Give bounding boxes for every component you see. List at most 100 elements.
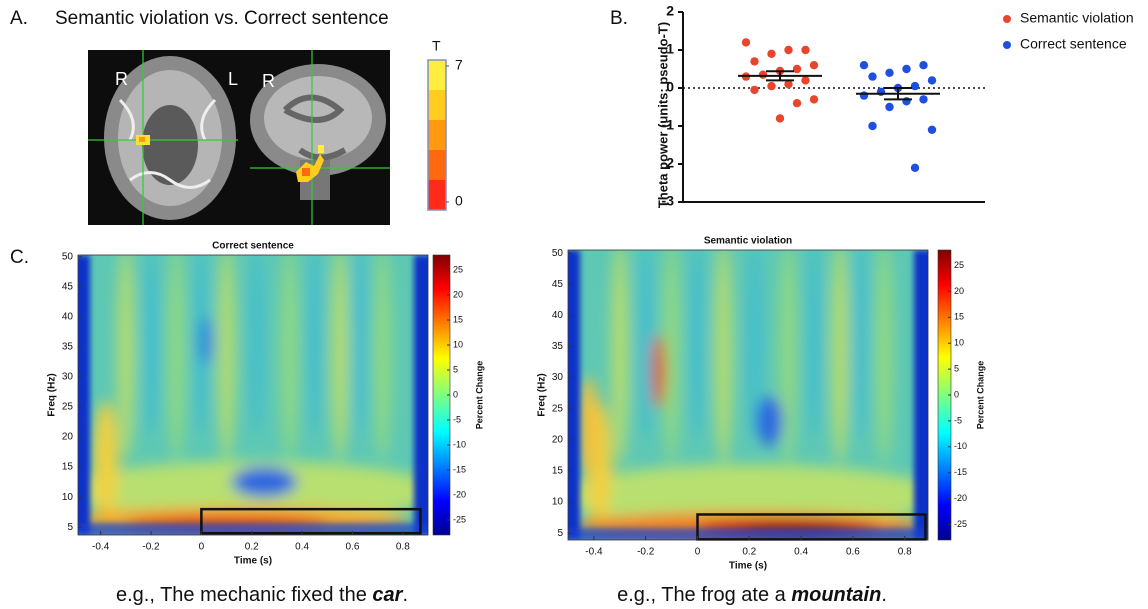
heatmap-blob — [117, 255, 135, 462]
heatmap-blob — [143, 255, 159, 438]
heatmap-blob — [198, 316, 214, 365]
heatmap-blob — [307, 255, 323, 438]
plot-frame — [77, 254, 429, 536]
colorbar-tick-label: 0 — [455, 193, 463, 209]
colorbar-step — [428, 150, 446, 180]
caption-part: mountain — [791, 584, 881, 606]
colorbar-tick-label: 0 — [453, 389, 458, 399]
colorbar-tick-label: 20 — [453, 289, 463, 299]
colorbar-step — [428, 60, 446, 90]
data-point — [750, 85, 759, 95]
colorbar-tick-label: 5 — [453, 364, 458, 374]
y-tick-label: 30 — [552, 372, 564, 383]
data-point — [750, 57, 759, 66]
x-tick-label: 0.4 — [295, 542, 309, 553]
data-point — [792, 99, 802, 108]
data-point — [876, 87, 886, 97]
heatmap-blob — [249, 255, 265, 438]
x-tick-label: 0.8 — [396, 542, 410, 553]
analysis-window — [200, 507, 422, 535]
heatmap-blob — [652, 334, 666, 409]
y-tick-label: -3 — [662, 193, 675, 209]
data-point — [859, 60, 869, 70]
heatmap-blob — [852, 250, 869, 440]
panel-label: C. — [10, 247, 29, 268]
heatmap-blob — [757, 396, 783, 447]
x-tick-label: -0.2 — [637, 547, 655, 558]
colorbar-tick-label: -5 — [453, 414, 461, 424]
y-tick-label: 40 — [552, 310, 564, 321]
heatmap-blob — [830, 250, 850, 465]
heatmap-blob — [217, 255, 236, 462]
colorbar-tick-label: -25 — [453, 514, 466, 524]
colorbar-tick-label: 25 — [453, 264, 463, 274]
data-point — [902, 64, 911, 74]
panel-label: B. — [610, 8, 628, 29]
y-tick-label: 10 — [62, 492, 74, 503]
analysis-window — [696, 513, 927, 541]
heatmap-edge — [414, 255, 428, 535]
colorbar-label: Percent Change — [975, 361, 985, 430]
heatmap-blob — [779, 250, 798, 465]
colorbar-tick-label: 15 — [453, 314, 463, 324]
heatmap-edge — [78, 255, 90, 535]
y-tick-label: 15 — [62, 462, 74, 473]
x-tick-label: 0.2 — [742, 547, 756, 558]
chart-title: Semantic violation — [704, 236, 792, 247]
colorbar-tick-label: -20 — [453, 489, 466, 499]
data-point — [885, 68, 894, 78]
heatmap-blob — [637, 250, 654, 440]
data-point — [859, 91, 869, 100]
colorbar-label: T — [432, 38, 441, 54]
x-tick-label: 0.8 — [898, 547, 912, 558]
y-tick-label: 2 — [666, 3, 674, 19]
heatmap-edges — [78, 255, 428, 535]
caption-part: . — [402, 584, 408, 606]
heatmap-edge — [914, 250, 928, 540]
data-point — [910, 163, 920, 172]
x-tick-label: 0 — [695, 547, 701, 558]
x-tick-label: -0.4 — [92, 542, 110, 553]
y-axis-label: Freq (Hz) — [47, 373, 58, 416]
heatmap-blob — [280, 255, 299, 462]
y-tick-label: 25 — [62, 402, 74, 413]
colorbar-tick-label: -15 — [453, 464, 466, 474]
colorbar-tick-label: 15 — [954, 312, 964, 322]
y-tick-label: 50 — [62, 251, 74, 262]
colorbar-label: Percent Change — [474, 361, 484, 430]
heatmap-blob — [568, 464, 928, 527]
brain-images — [88, 50, 390, 225]
y-tick-label: -2 — [662, 155, 675, 171]
y-tick-label: 0 — [666, 79, 674, 95]
data-point — [919, 60, 928, 70]
data-point — [758, 70, 768, 79]
y-tick-label: 30 — [62, 372, 74, 383]
heatmap-blob — [578, 377, 600, 478]
panel-title: Semantic violation vs. Correct sentence — [55, 8, 389, 29]
heatmap-blob — [610, 250, 629, 465]
colorbar-tick-label: -15 — [954, 467, 967, 477]
x-tick-label: -0.2 — [142, 542, 160, 553]
heatmap-edge — [568, 250, 580, 540]
legend-label: Correct sentence — [1020, 36, 1127, 52]
caption-part: . — [881, 584, 887, 606]
heatmap-blob — [352, 255, 368, 438]
data-point — [767, 81, 776, 91]
x-axis-label: Time (s) — [234, 556, 272, 567]
y-tick-label: 1 — [666, 41, 674, 57]
colorbar-tick-label: 5 — [954, 363, 959, 373]
colorbar-frame — [427, 59, 447, 211]
colorbar-tick-label: 10 — [954, 338, 964, 348]
brain-annotation: L — [228, 69, 238, 89]
heatmap-blob — [231, 467, 298, 498]
colorbar-tick-label: -25 — [954, 519, 967, 529]
colorbar-step — [428, 90, 446, 120]
data-point — [919, 95, 928, 104]
data-point — [801, 76, 810, 85]
y-tick-label: 45 — [552, 279, 564, 290]
caption: e.g., The frog ate a mountain. — [617, 584, 887, 606]
legend-marker — [1003, 15, 1011, 23]
data-point — [868, 121, 877, 131]
y-tick-label: 20 — [552, 434, 564, 445]
heatmap-blob — [167, 255, 186, 462]
